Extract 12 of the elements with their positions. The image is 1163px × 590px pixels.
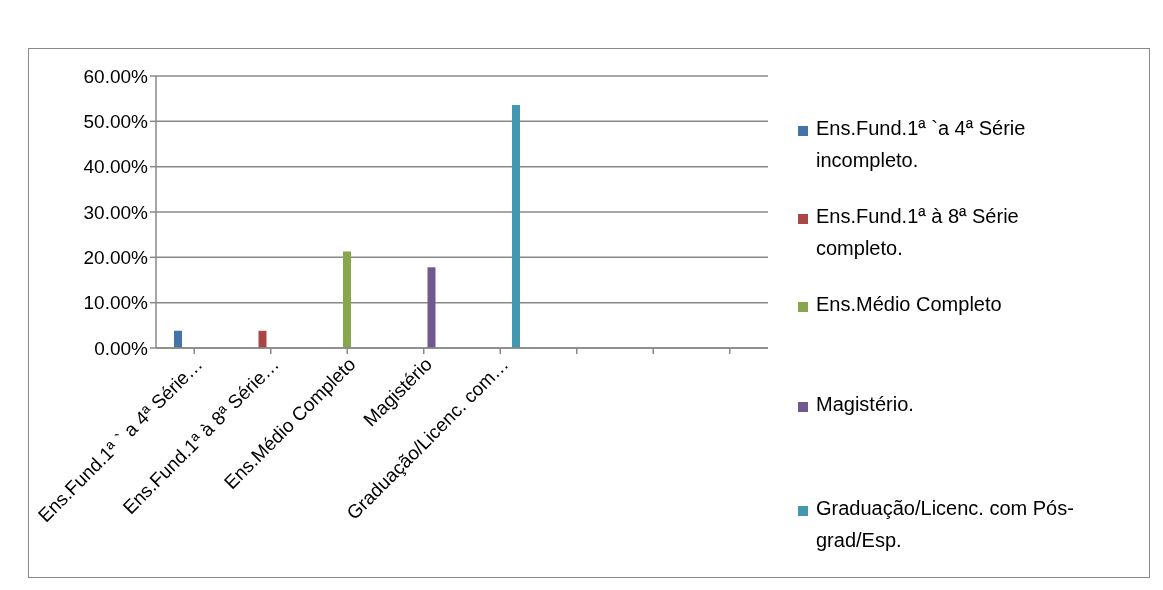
y-tick-label: 50.00% <box>83 111 149 133</box>
legend-label: Magistério. <box>816 392 914 417</box>
y-tick-label: 10.00% <box>83 292 149 314</box>
legend-label: Graduação/Licenc. com Pós-grad/Esp. <box>816 496 1075 553</box>
y-tick-label: 30.00% <box>83 201 149 223</box>
legend-label: Ens.Fund.1ª à 8ª Série completo. <box>816 204 1020 261</box>
y-tick-label: 60.00% <box>83 65 149 87</box>
y-tick-label: 20.00% <box>83 247 149 269</box>
y-tick-label: 0.00% <box>94 337 149 359</box>
legend-label: Ens.Médio Completo <box>816 292 1002 317</box>
y-tick-label: 40.00% <box>83 156 149 178</box>
legend-label: Ens.Fund.1ª `a 4ª Série incompleto. <box>816 116 1027 173</box>
